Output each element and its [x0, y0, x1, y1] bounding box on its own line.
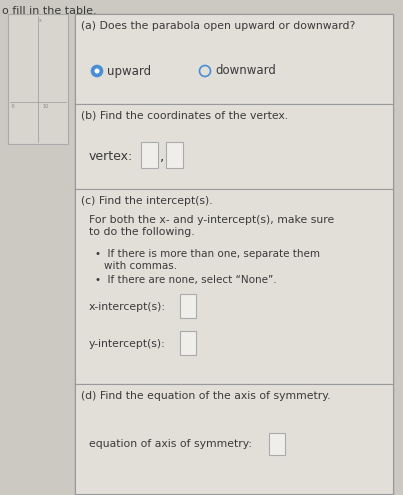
Circle shape	[91, 65, 102, 77]
Circle shape	[94, 68, 100, 73]
FancyBboxPatch shape	[166, 142, 183, 168]
Text: (c) Find the intercept(s).: (c) Find the intercept(s).	[81, 196, 213, 206]
Text: vertex:: vertex:	[89, 149, 133, 162]
Text: o fill in the table.: o fill in the table.	[2, 6, 97, 16]
Text: to do the following.: to do the following.	[89, 227, 195, 237]
FancyBboxPatch shape	[8, 14, 68, 144]
Text: •  If there are none, select “None”.: • If there are none, select “None”.	[95, 275, 276, 285]
FancyBboxPatch shape	[180, 331, 196, 355]
Text: ,: ,	[160, 149, 164, 163]
FancyBboxPatch shape	[180, 294, 196, 318]
Text: with commas.: with commas.	[104, 261, 177, 271]
Text: x: x	[39, 18, 42, 23]
FancyBboxPatch shape	[75, 189, 393, 384]
FancyBboxPatch shape	[75, 104, 393, 189]
FancyBboxPatch shape	[75, 384, 393, 494]
Text: upward: upward	[107, 64, 151, 78]
FancyBboxPatch shape	[75, 14, 393, 104]
FancyBboxPatch shape	[75, 14, 393, 494]
Text: y-intercept(s):: y-intercept(s):	[89, 339, 166, 349]
Text: (b) Find the coordinates of the vertex.: (b) Find the coordinates of the vertex.	[81, 111, 288, 121]
Text: (a) Does the parabola open upward or downward?: (a) Does the parabola open upward or dow…	[81, 21, 355, 31]
Text: x-intercept(s):: x-intercept(s):	[89, 302, 166, 312]
Text: (d) Find the equation of the axis of symmetry.: (d) Find the equation of the axis of sym…	[81, 391, 330, 401]
Text: 10: 10	[42, 104, 48, 109]
FancyBboxPatch shape	[269, 433, 285, 455]
Text: equation of axis of symmetry:: equation of axis of symmetry:	[89, 439, 252, 449]
Text: -5: -5	[11, 104, 16, 109]
Text: •  If there is more than one, separate them: • If there is more than one, separate th…	[95, 249, 320, 259]
FancyBboxPatch shape	[141, 142, 158, 168]
Circle shape	[199, 65, 210, 77]
Text: downward: downward	[215, 64, 276, 78]
Text: For both the x- and y-intercept(s), make sure: For both the x- and y-intercept(s), make…	[89, 215, 334, 225]
